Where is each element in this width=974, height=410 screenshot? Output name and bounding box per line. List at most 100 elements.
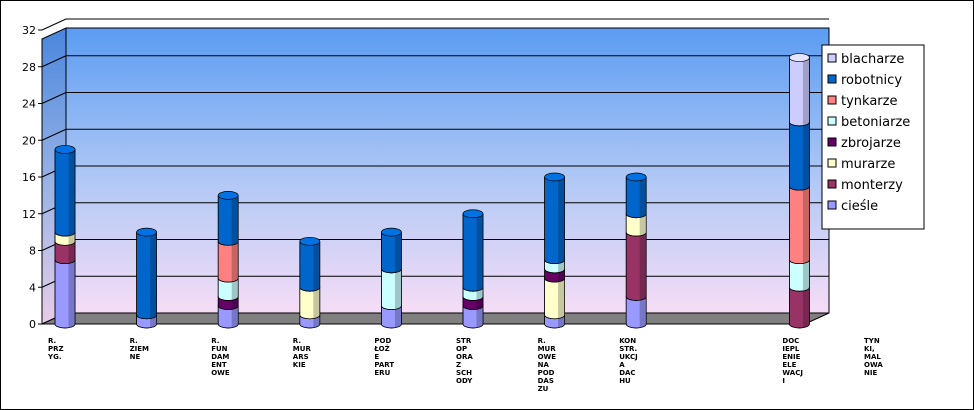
- category-label: SCH: [456, 369, 472, 377]
- category-label: OP: [456, 345, 467, 353]
- bar-outline: [789, 259, 810, 292]
- bar-outline: [462, 213, 484, 292]
- bar-shade: [231, 278, 239, 301]
- legend-label-betoniarze: betoniarze: [841, 115, 910, 130]
- category-label: NE: [130, 353, 141, 361]
- bar-segment-robotnicy: [544, 172, 565, 265]
- bar-segment-murarze: [544, 273, 565, 320]
- bar-outline: [462, 296, 484, 310]
- bar-shade: [68, 241, 75, 264]
- bar-segment-robotnicy: [299, 236, 321, 292]
- bar-segment-robotnicy: [136, 227, 157, 320]
- back-wall: [65, 27, 830, 314]
- category-label: ARS: [293, 353, 309, 361]
- bar-shade: [231, 305, 239, 328]
- legend-label-robotnicy: robotnicy: [841, 73, 902, 88]
- category-label: DOC: [782, 337, 799, 345]
- legend: blacharze robotnicy tynkarze betoniarze zbro…: [821, 44, 925, 230]
- bar-outline: [217, 305, 239, 329]
- bar-shade: [476, 305, 483, 328]
- bar-outline: [299, 287, 321, 320]
- category-label: ZU: [538, 385, 549, 393]
- category-label: YG.: [47, 353, 61, 361]
- legend-swatch-murarze: [827, 158, 837, 168]
- legend-label-blacharze: blacharze: [841, 52, 904, 67]
- bar-segment-tynkarze: [789, 181, 810, 265]
- category-label: ELE: [782, 361, 796, 369]
- gridline-side: [41, 128, 67, 141]
- bar-shade: [394, 232, 402, 273]
- bar-segment-blacharze: [789, 53, 810, 127]
- bar-outline: [789, 121, 810, 191]
- legend-swatch-tynkarze: [827, 95, 837, 105]
- category-label: R.: [48, 337, 56, 345]
- bar-outline: [544, 259, 565, 274]
- bar-shade: [68, 259, 75, 328]
- bar-shade: [558, 268, 565, 282]
- legend-swatch-monterzy: [827, 179, 837, 189]
- bar-top: [381, 227, 402, 237]
- bar-outline: [54, 232, 76, 246]
- y-tick-label: 20: [22, 134, 36, 147]
- legend-label-monterzy: monterzy: [841, 178, 903, 193]
- category-label: UKCJ: [619, 353, 638, 361]
- category-label: R.: [130, 337, 138, 345]
- bar-top: [462, 209, 484, 219]
- bar-outline: [217, 278, 239, 301]
- bar-outline: [54, 241, 76, 265]
- bar-outline: [54, 149, 76, 237]
- gridline-side: [41, 55, 67, 68]
- floor: [41, 312, 830, 325]
- bar-outline: [625, 213, 647, 237]
- category-label: OWE: [538, 353, 557, 361]
- bar-shade: [476, 296, 483, 310]
- bar-outline: [789, 186, 810, 265]
- bar-outline: [136, 314, 157, 329]
- category-label: A: [619, 361, 625, 369]
- bar-shade: [639, 177, 647, 218]
- category-label: PART: [374, 361, 394, 369]
- category-label: R.: [211, 337, 219, 345]
- bar-shade: [68, 149, 75, 236]
- bar-outline: [217, 195, 239, 246]
- y-tick-label: 28: [22, 61, 36, 74]
- bar-outline: [217, 241, 239, 283]
- y-tick-label: 32: [22, 24, 36, 37]
- bar-outline: [381, 268, 402, 310]
- category-label: ŁOŻ: [373, 344, 389, 353]
- bar-shade: [639, 232, 647, 301]
- y-tick-label: 12: [22, 208, 36, 221]
- bar-shade: [150, 232, 157, 319]
- legend-swatch-robotnicy: [827, 74, 837, 84]
- category-label: FUN: [211, 345, 227, 353]
- bar-outline: [54, 259, 76, 329]
- legend-swatch-zbrojarze: [827, 137, 837, 147]
- category-label: POD: [374, 337, 391, 345]
- bar-shade: [476, 213, 483, 291]
- category-label: KI,: [864, 345, 875, 353]
- bar-outline: [544, 314, 565, 329]
- bar-outline: [381, 305, 402, 329]
- bar-outline: [381, 232, 402, 274]
- bar-outline: [625, 232, 647, 301]
- bar-shade: [231, 195, 239, 245]
- bar-top: [544, 172, 565, 182]
- bar-segment-robotnicy: [54, 145, 76, 237]
- y-tick-label: 8: [29, 245, 36, 258]
- legend-label-murarze: murarze: [841, 157, 895, 172]
- bar-top: [789, 53, 810, 62]
- bar-segment-monterzy: [625, 227, 647, 301]
- category-label: OWA: [864, 361, 883, 369]
- bar-outline: [462, 305, 484, 329]
- category-label: ERU: [374, 369, 390, 377]
- category-label: MUR: [293, 345, 312, 353]
- bar-shade: [802, 287, 810, 328]
- category-label: ZIEM: [130, 345, 149, 353]
- bars: [54, 53, 810, 329]
- category-label: DAS: [538, 377, 554, 385]
- category-label: DAM: [211, 353, 229, 361]
- bar-top: [625, 172, 647, 182]
- legend-swatch-cieśle: [827, 200, 837, 210]
- bar-shade: [150, 314, 157, 328]
